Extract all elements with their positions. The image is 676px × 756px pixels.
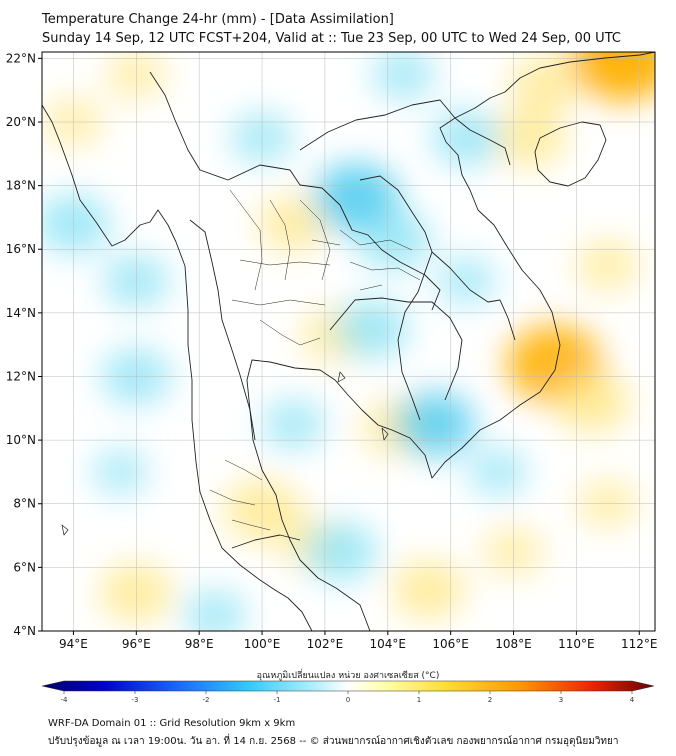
lon-tick-label: 106°E — [432, 637, 469, 651]
anomaly-blob-30 — [436, 256, 497, 306]
map-frame — [41, 51, 656, 632]
anomaly-blob-18 — [357, 209, 431, 270]
southern-provinces — [209, 459, 271, 531]
anomaly-blob-27 — [371, 52, 436, 101]
lon-tick-label: 94°E — [59, 637, 88, 651]
anomaly-blob-29 — [183, 589, 247, 631]
anomaly-blob-6 — [492, 108, 566, 168]
malaysia-thailand-border — [231, 534, 301, 549]
lat-tick-label: 10°N — [6, 433, 36, 447]
islands — [61, 371, 389, 536]
colorbar-tick-label: 3 — [559, 696, 563, 704]
footer-model-info: WRF-DA Domain 01 :: Grid Resolution 9km … — [48, 718, 296, 729]
anomaly-blob-5 — [554, 370, 631, 433]
chart-title: Temperature Change 24-hr (mm) - [Data As… — [42, 12, 394, 27]
lon-tick-label: 110°E — [558, 637, 595, 651]
lat-tick-label: 12°N — [6, 369, 36, 383]
vietnam-laos-border — [431, 251, 516, 341]
lon-tick-label: 96°E — [122, 637, 151, 651]
anomaly-blob-7 — [571, 52, 655, 102]
china-laos-vietnam-border — [299, 99, 456, 151]
graticule — [42, 52, 655, 631]
lat-tick-label: 22°N — [6, 51, 36, 65]
myanmar-thailand-border — [189, 219, 256, 441]
lon-tick-label: 112°E — [621, 637, 658, 651]
colorbar-tick-label: 0 — [346, 696, 350, 704]
lat-tick-label: 20°N — [6, 115, 36, 129]
lat-tick-label: 8°N — [13, 497, 36, 511]
myanmar-laos-china-border — [149, 71, 301, 186]
lat-tick-label: 16°N — [6, 242, 36, 256]
anomaly-blob-24 — [304, 521, 378, 582]
colorbar-tick-label: -3 — [132, 696, 139, 704]
anomaly-blob-20 — [335, 299, 409, 359]
mainland-coastline — [42, 104, 313, 631]
colorbar-tick-label: 4 — [630, 696, 635, 704]
anomaly-blob-25 — [261, 398, 326, 451]
colorbar-tick-label: -2 — [203, 696, 210, 704]
chart-subtitle: Sunday 14 Sep, 12 UTC FCST+204, Valid at… — [42, 31, 621, 46]
lat-tick-label: 18°N — [6, 179, 36, 193]
lon-tick-label: 104°E — [370, 637, 407, 651]
footer-update-info: ปรับปรุงข้อมูล ณ เวลา 19:00น. วัน อา. ที… — [48, 736, 619, 747]
lat-tick-label: 14°N — [6, 306, 36, 320]
lon-tick-label: 102°E — [307, 637, 344, 651]
colorbar-tick-label: 1 — [417, 696, 421, 704]
map-axes: 94°E 96°E 98°E 100°E 102°E 104°E 106°E 108°E 110… — [6, 51, 658, 651]
colorbar-bar — [41, 680, 655, 692]
anomaly-blob-31 — [467, 447, 528, 497]
anomaly-blob-10 — [392, 559, 466, 620]
anomaly-blob-26 — [431, 109, 502, 167]
gulf-of-tonkin-coast — [454, 117, 511, 166]
hainan-coastline — [534, 121, 607, 187]
lat-tick-label: 4°N — [13, 624, 36, 638]
anomaly-blob-0 — [258, 195, 329, 253]
lat-tick-label: 6°N — [13, 560, 36, 574]
colorbar: -4 -3 -2 -1 0 1 2 3 4 — [41, 680, 655, 704]
cambodia-border — [329, 297, 463, 401]
colorbar-title: อุณหภูมิเปลี่ยนแปลง หน่วย องศาเซลเซียส (… — [257, 668, 440, 681]
isan-provinces — [311, 229, 421, 291]
colorbar-tick-label: -1 — [274, 696, 281, 704]
gulf-of-thailand-coastline — [246, 52, 655, 631]
lon-tick-label: 100°E — [244, 637, 281, 651]
coastlines-and-borders — [42, 52, 655, 631]
lon-tick-label: 98°E — [185, 637, 214, 651]
anomaly-blob-8 — [510, 55, 580, 113]
lon-tick-label: 108°E — [495, 637, 532, 651]
anomaly-blob-21 — [42, 194, 110, 254]
colorbar-tick-label: 2 — [488, 696, 492, 704]
temperature-field — [42, 52, 655, 631]
thai-provinces — [229, 189, 331, 346]
colorbar-tick-label: -4 — [61, 696, 69, 704]
mekong-river — [359, 175, 433, 421]
anomaly-blob-14 — [576, 239, 640, 291]
anomaly-blob-32 — [92, 448, 149, 496]
